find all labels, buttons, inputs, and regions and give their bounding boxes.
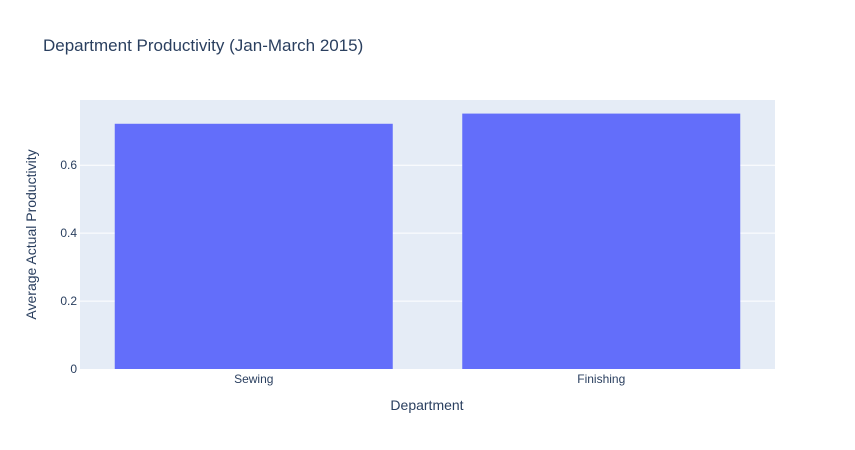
y-tick-label: 0 bbox=[70, 362, 77, 376]
y-tick-label: 0.4 bbox=[60, 226, 77, 240]
y-tick-label: 0.2 bbox=[60, 294, 77, 308]
bar-sewing[interactable] bbox=[114, 123, 393, 369]
y-axis-title: Average Actual Productivity bbox=[23, 149, 39, 319]
x-tick-label: Finishing bbox=[577, 372, 625, 386]
y-axis-ticks: 0 0.2 0.4 0.6 bbox=[60, 158, 77, 376]
x-axis-ticks: Sewing Finishing bbox=[234, 372, 625, 386]
x-tick-label: Sewing bbox=[234, 372, 273, 386]
bar-finishing[interactable] bbox=[462, 113, 741, 369]
bars bbox=[114, 113, 741, 369]
y-tick-label: 0.6 bbox=[60, 158, 77, 172]
x-axis-title: Department bbox=[390, 397, 463, 413]
chart-title: Department Productivity (Jan-March 2015) bbox=[43, 36, 363, 55]
